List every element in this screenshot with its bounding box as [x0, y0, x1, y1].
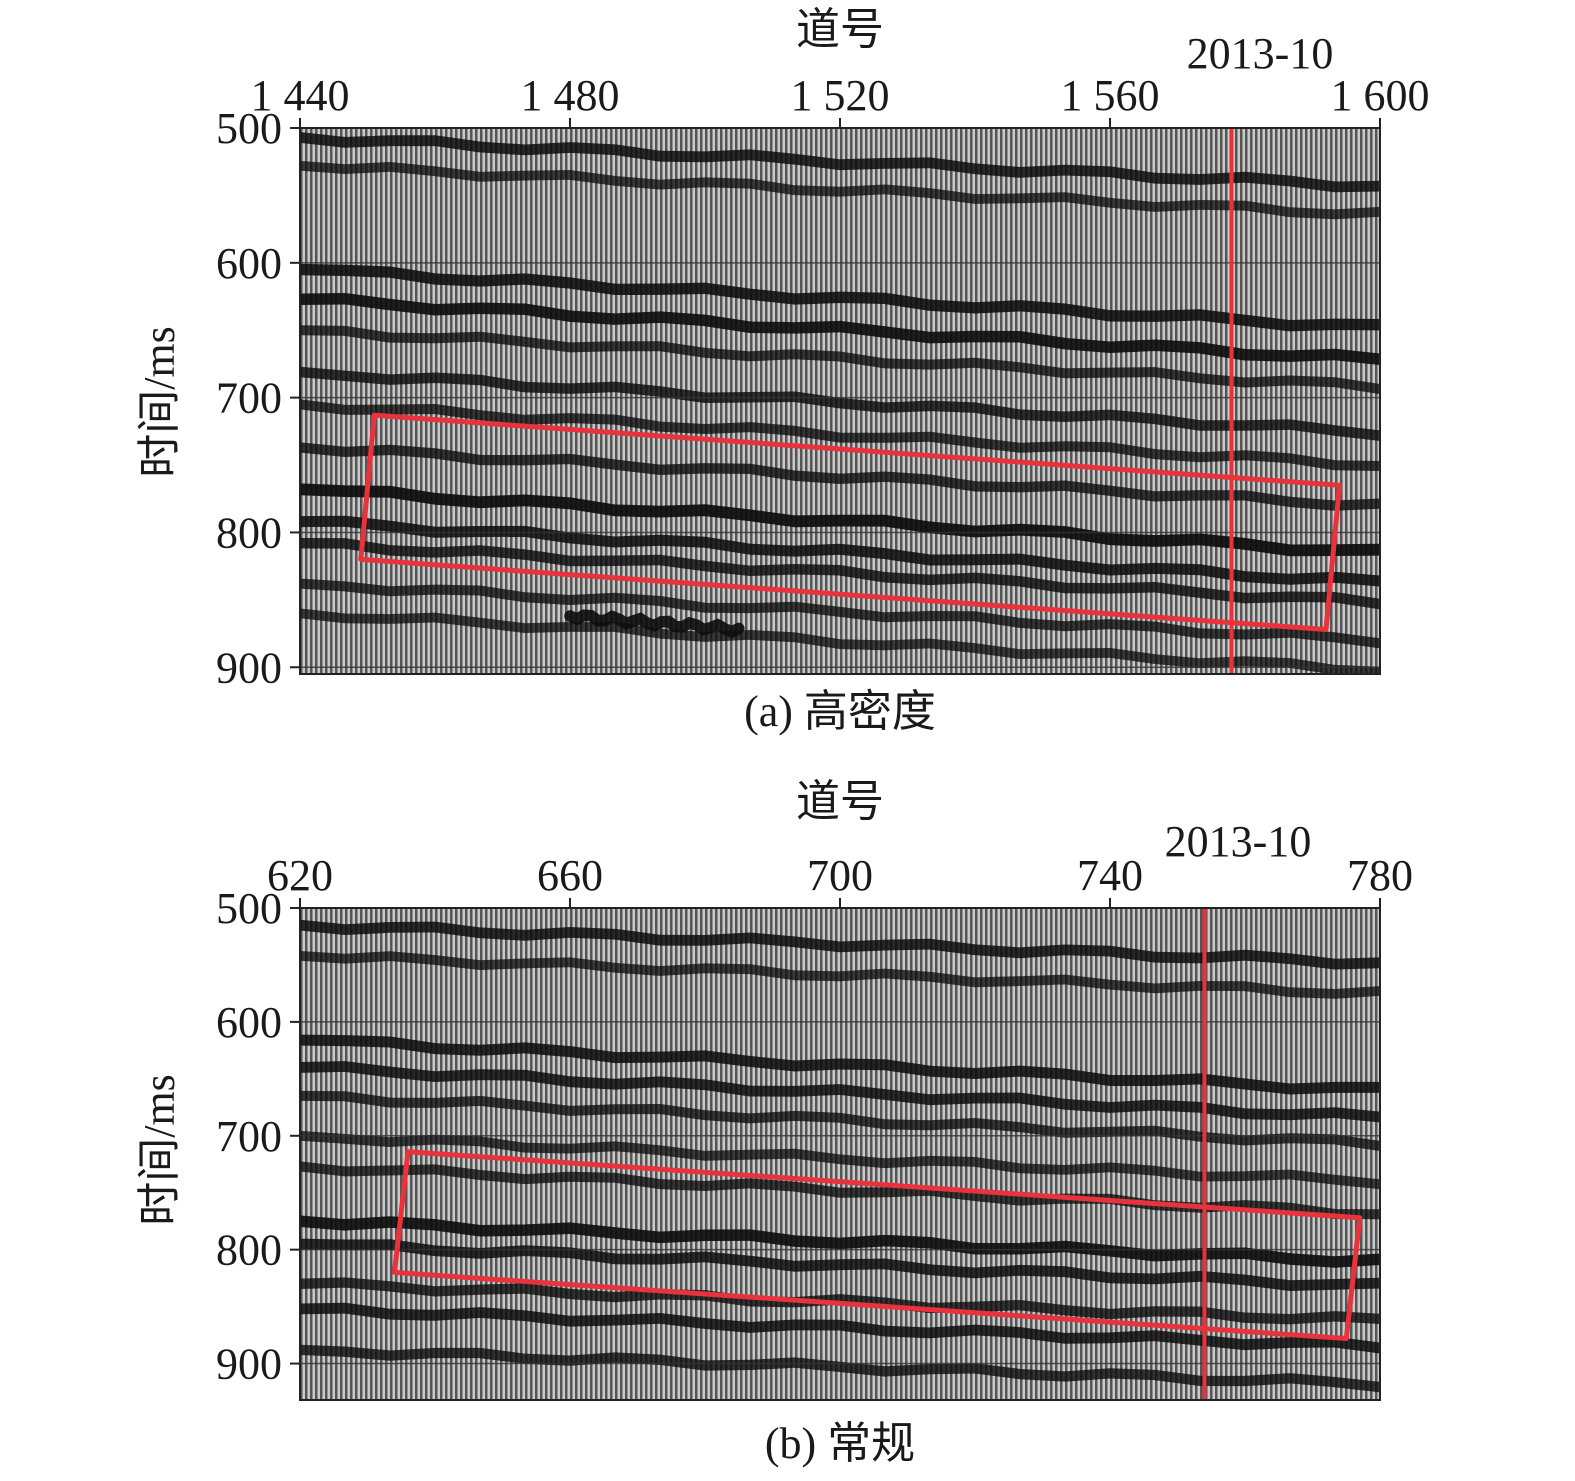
reflector-layer: [300, 132, 1380, 674]
panel-caption: (b) 常规: [765, 1419, 915, 1468]
x-axis-label: 道号: [796, 777, 884, 826]
reflector-event: [300, 1344, 1380, 1393]
tick-layer: [290, 898, 1381, 1365]
reflector-event: [300, 608, 1380, 674]
x-tick-label: 620: [267, 851, 333, 900]
x-tick-label: 700: [807, 851, 873, 900]
x-tick-label: 1 440: [251, 71, 350, 120]
well-label: 2013-10: [1187, 29, 1334, 78]
reflector-event: [300, 483, 1380, 557]
y-tick-labels: 500 600 700 800 900: [216, 884, 282, 1389]
reflector-event: [300, 515, 1380, 587]
gridline-layer: [300, 262, 1380, 669]
y-tick-label: 600: [216, 998, 282, 1047]
reflector-event: [300, 442, 1380, 511]
x-tick-label: 1 600: [1331, 71, 1430, 120]
reflector-event: [300, 399, 1380, 471]
highlight-box: [358, 412, 1342, 632]
reflector-layer: [300, 919, 1380, 1393]
reflector-event: [300, 1238, 1380, 1292]
reflector-event: [300, 325, 1380, 394]
x-axis-label: 道号: [796, 5, 884, 54]
x-tick-label: 1 480: [521, 71, 620, 120]
highlight-box: [392, 1149, 1363, 1341]
y-tick-label: 800: [216, 508, 282, 557]
y-tick-label: 800: [216, 1226, 282, 1275]
x-tick-labels: 620 660 700 740 780: [267, 851, 1413, 900]
y-tick-label: 500: [216, 884, 282, 933]
reflector-event: [300, 1034, 1380, 1095]
x-tick-label: 740: [1077, 851, 1143, 900]
reflector-event: [300, 919, 1380, 970]
reflector-event: [300, 950, 1380, 999]
reflector-event: [564, 609, 745, 639]
gridline-layer: [300, 1021, 1380, 1365]
y-tick-label: 700: [216, 374, 282, 423]
tick-layer: [290, 118, 1381, 669]
y-tick-label: 900: [216, 1340, 282, 1389]
x-tick-label: 1 560: [1061, 71, 1160, 120]
reflector-event: [300, 1061, 1380, 1123]
panel-caption: (a) 高密度: [744, 687, 936, 736]
reflector-event: [300, 578, 1380, 649]
x-tick-label: 660: [537, 851, 603, 900]
reflector-event: [300, 366, 1380, 441]
reflector-event: [300, 537, 1380, 610]
y-tick-label: 700: [216, 1112, 282, 1161]
well-label: 2013-10: [1165, 817, 1312, 866]
reflector-event: [300, 1277, 1380, 1325]
reflector-event: [300, 292, 1380, 366]
x-tick-labels: 1 440 1 480 1 520 1 560 1 600: [251, 71, 1430, 120]
reflector-event: [300, 263, 1380, 332]
box-layer: [358, 412, 1342, 632]
panel-conventional: 620 660 700 740 780 500 600 700 800 900 道号 时间/ms…: [135, 777, 1413, 1468]
reflector-event: [300, 1130, 1380, 1190]
box-layer: [392, 1149, 1363, 1341]
y-tick-label: 600: [216, 239, 282, 288]
reflector-event: [300, 160, 1380, 220]
reflector-event: [300, 1090, 1380, 1151]
reflector-event: [300, 1215, 1380, 1268]
panel-high-density: 1 440 1 480 1 520 1 560 1 600 500 600 700 800 90…: [135, 5, 1430, 736]
x-tick-label: 1 520: [791, 71, 890, 120]
reflector-event: [300, 1302, 1380, 1354]
y-tick-label: 900: [216, 643, 282, 692]
reflector-event: [300, 132, 1380, 193]
y-tick-labels: 500 600 700 800 900: [216, 104, 282, 692]
y-tick-label: 500: [216, 104, 282, 153]
y-axis-label: 时间/ms: [135, 1074, 184, 1226]
x-tick-label: 780: [1347, 851, 1413, 900]
y-axis-label: 时间/ms: [135, 326, 184, 478]
